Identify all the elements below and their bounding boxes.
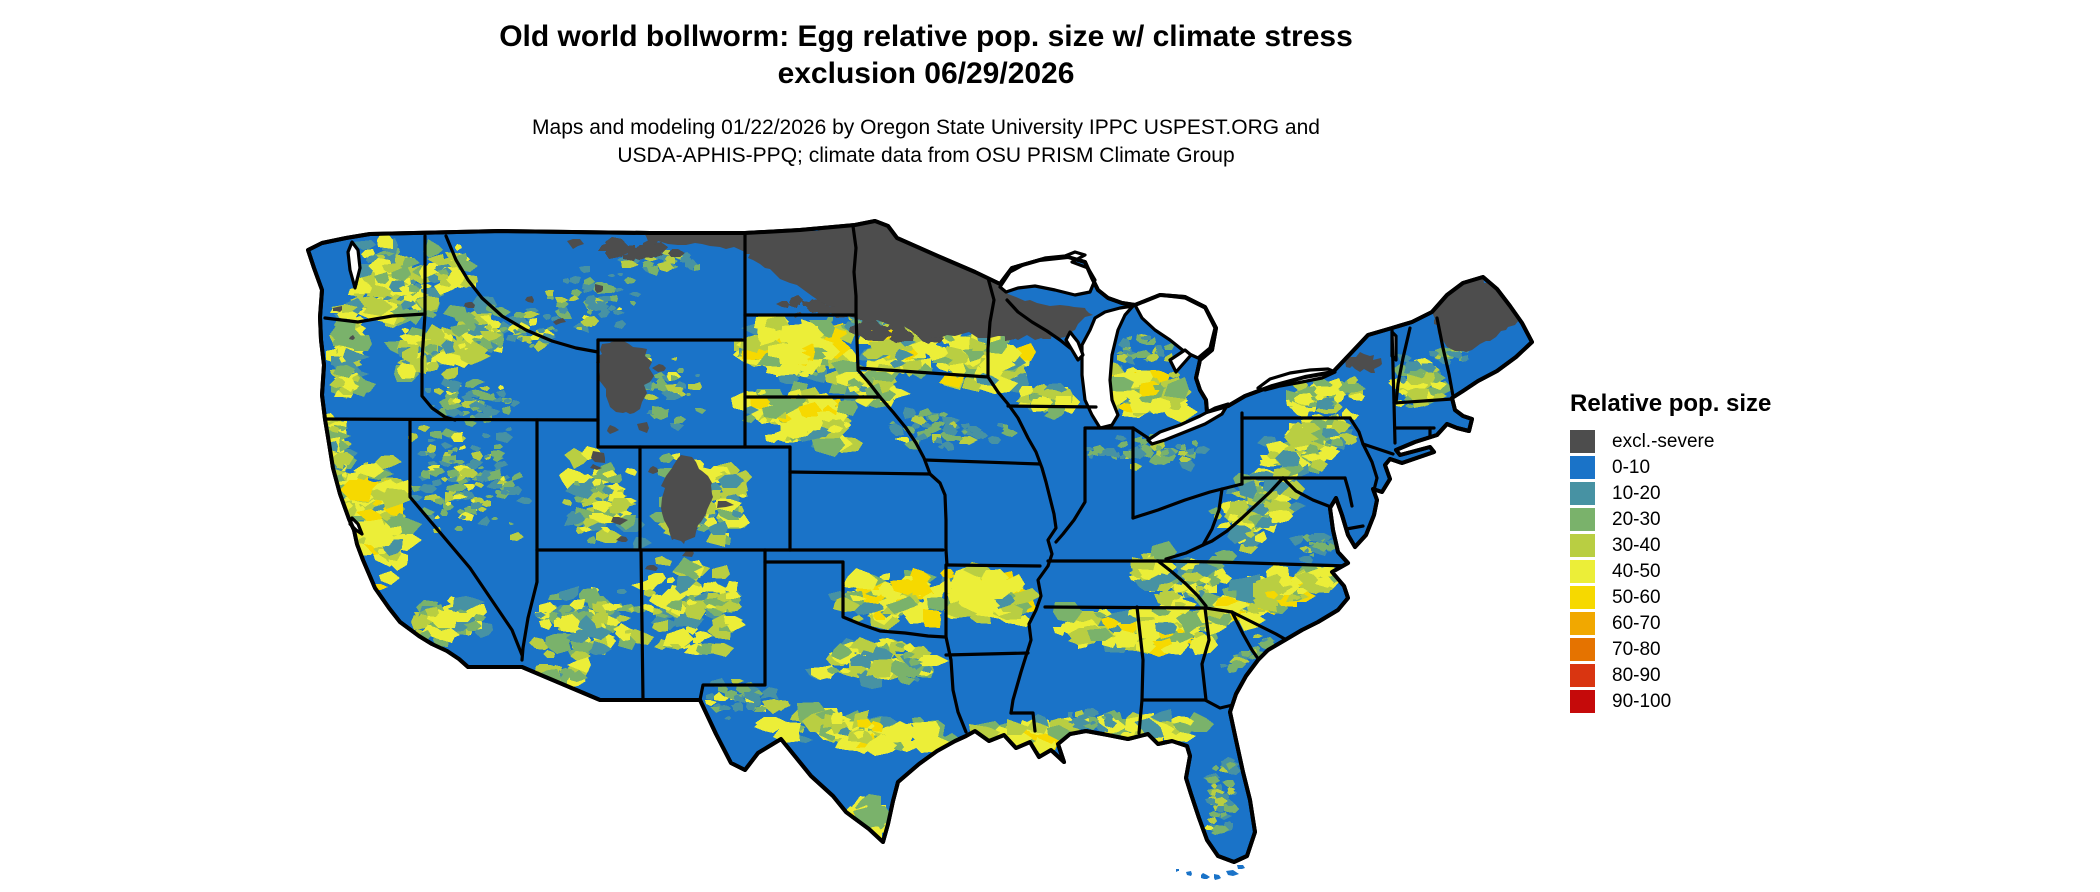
legend-item: excl.-severe <box>1570 430 1771 453</box>
map-title-line1: Old world bollworm: Egg relative pop. si… <box>499 20 1353 53</box>
map-subtitle-line2: USDA-APHIS-PPQ; climate data from OSU PR… <box>617 144 1235 167</box>
legend-swatch-b0 <box>1570 456 1595 479</box>
legend-item: 70-80 <box>1570 638 1771 661</box>
legend-swatch-b70 <box>1570 638 1595 661</box>
legend-label: 10-20 <box>1612 482 1661 504</box>
us-coastline <box>306 219 1534 864</box>
legend-swatch-b30 <box>1570 534 1595 557</box>
legend-item: 10-20 <box>1570 482 1771 505</box>
legend-label: 40-50 <box>1612 560 1661 582</box>
legend-swatch-b80 <box>1570 664 1595 687</box>
legend-swatch-b60 <box>1570 612 1595 635</box>
legend-label: 90-100 <box>1612 690 1672 712</box>
legend-swatch-excl <box>1570 430 1595 453</box>
state-borders <box>320 224 1455 735</box>
map-subtitle-line1: Maps and modeling 01/22/2026 by Oregon S… <box>532 116 1320 139</box>
legend-label: 80-90 <box>1612 664 1661 686</box>
legend-label: 0-10 <box>1612 456 1651 478</box>
legend-label: 70-80 <box>1612 638 1661 660</box>
legend-item: 20-30 <box>1570 508 1771 531</box>
legend-label: 20-30 <box>1612 508 1661 530</box>
legend-title: Relative pop. size <box>1570 390 1772 417</box>
legend-items: excl.-severe 0-10 10-20 20-30 30-40 40-50 50-6… <box>1570 430 1771 713</box>
map-title: Old world bollworm: Egg relative pop. si… <box>276 18 1576 92</box>
legend-swatch-b10 <box>1570 482 1595 505</box>
exclusion-layer <box>333 221 1519 571</box>
legend-swatch-b20 <box>1570 508 1595 531</box>
legend-item: 40-50 <box>1570 560 1771 583</box>
legend-swatch-b50 <box>1570 586 1595 609</box>
legend-swatch-b40 <box>1570 560 1595 583</box>
legend-swatch-b90 <box>1570 690 1595 713</box>
map-subtitle: Maps and modeling 01/22/2026 by Oregon S… <box>276 114 1576 170</box>
legend-item: 50-60 <box>1570 586 1771 609</box>
legend-item: 30-40 <box>1570 534 1771 557</box>
legend-item: 90-100 <box>1570 690 1771 713</box>
legend-label: excl.-severe <box>1612 430 1715 452</box>
map-title-line2: exclusion 06/29/2026 <box>777 57 1075 90</box>
legend-label: 60-70 <box>1612 612 1661 634</box>
legend-label: 50-60 <box>1612 586 1661 608</box>
legend-item: 60-70 <box>1570 612 1771 635</box>
legend-label: 30-40 <box>1612 534 1661 556</box>
legend-item: 80-90 <box>1570 664 1771 687</box>
legend-item: 0-10 <box>1570 456 1771 479</box>
legend: Relative pop. size excl.-severe 0-10 10-20… <box>1570 390 1771 716</box>
florida-keys <box>1176 865 1245 880</box>
